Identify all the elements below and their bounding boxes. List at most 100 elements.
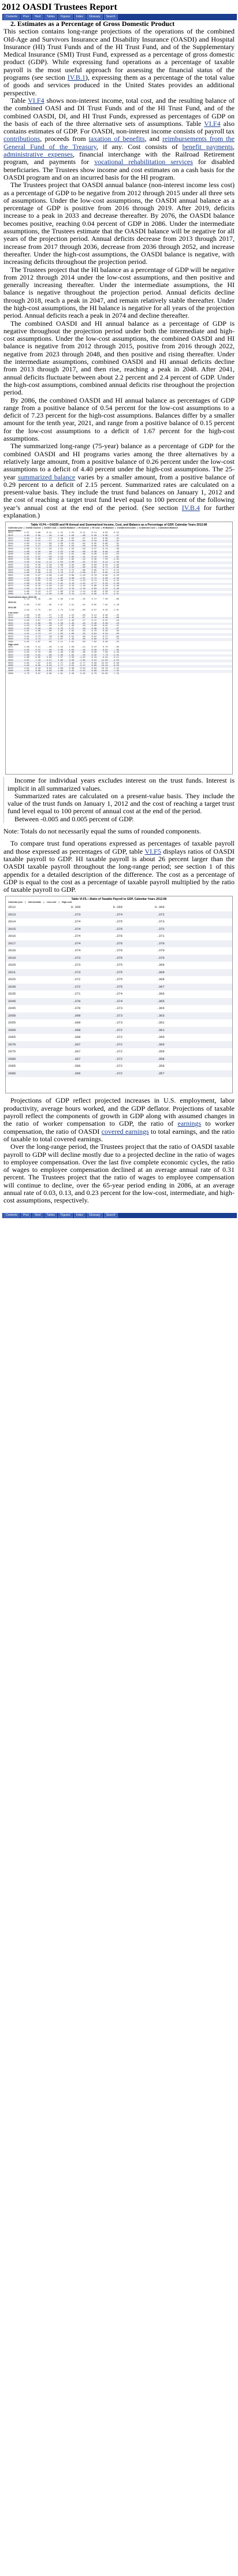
text-run: , proceeds from	[40, 135, 89, 143]
table-header-row: Calendar year | Intermediate | Low-cost …	[8, 901, 72, 904]
link-taxation-of-benefits[interactable]: taxation of benefits	[88, 135, 145, 143]
text-run: The summarized long-range (75-year) bala…	[3, 442, 235, 481]
table-row: 2070 .367 .372 .360	[6, 1041, 232, 1049]
table-row: 2016 4.85 5.14 -.29 1.50 1.52 -.02 6.35 …	[8, 542, 119, 545]
table-row: 2014 .374 .375 .373	[8, 920, 165, 924]
text-run: To compare trust fund operations express…	[3, 839, 235, 855]
nav-button-tables[interactable]: Tables	[44, 1213, 58, 1218]
link-iv-b-4[interactable]: IV.B.4	[181, 503, 200, 512]
table-row: 2021 .373 .375 .369	[6, 969, 232, 977]
table-row: 2035 .371 .374 .366	[8, 992, 165, 996]
table-row: 4.94 5.75 -.81 1.73 2.53 -.80 6.67 8.28 …	[8, 609, 119, 612]
table-row: 2015 .374 .376 .372	[6, 925, 232, 933]
table-row: 2030 .372 .375 .367	[6, 983, 232, 991]
nav-button-contents[interactable]: Contents	[3, 14, 20, 20]
table-row: 2070 4.81 8.43 -3.62 1.83 5.36 -3.53 6.6…	[8, 667, 119, 670]
nav-button-index[interactable]: Index	[73, 14, 85, 20]
table-row: 2086 .366 .372 .357	[6, 1070, 232, 1078]
link-table-vi-f5[interactable]: VI.F5	[144, 847, 161, 855]
footnote-2: Summarized rates are calculated on a pre…	[3, 792, 235, 816]
table-row: 2025 .372 .375 .368	[8, 977, 165, 982]
table-row: 2020 4.90 4.97 -.07 1.57 1.40 .17 6.47 6…	[8, 620, 119, 623]
table-caption: Table VI.F4.—OASDI and HI Annual and Sum…	[31, 523, 207, 527]
table-row: 2070 4.86 6.10 -1.24 1.91 3.13 -1.22 6.7…	[6, 582, 232, 586]
table-row: 2012 4.68 5.05 -.37 1.45 1.53 -.08 6.13 …	[8, 614, 119, 617]
report-page: 2012 OASDI Trustees Report Contents Prev N…	[0, 2, 238, 1218]
link-earnings[interactable]: earnings	[177, 1119, 202, 1128]
table-row: 2045 .370 .373 .364	[8, 1006, 165, 1011]
table-row: 2014 4.83 5.10 -.27 1.48 1.55 -.07 6.31 …	[8, 537, 119, 540]
link-table-vi-f4[interactable]: VI.F4	[28, 96, 44, 105]
footnote-1: Income for individual years excludes int…	[3, 777, 235, 792]
table-row: 2060 .368 .372 .361	[6, 1026, 232, 1034]
table-row: 2040 .370 .374 .365	[6, 997, 232, 1006]
table-row: 2017 4.85 5.17 -.32 1.50 1.53 -.03 6.35 …	[6, 545, 232, 549]
link-table-vi-f4-2[interactable]: VI.F4	[204, 119, 221, 128]
link-summarized-balance[interactable]: summarized balance	[17, 472, 76, 481]
nav-button-tables[interactable]: Tables	[44, 14, 58, 20]
section-heading-text: Estimates as a Percentage of Gross Domes…	[17, 20, 175, 28]
text-run: varies by a smaller amount, from a posit…	[3, 472, 235, 512]
table-row: 2015 4.88 5.01 -.13 1.52 1.45 .07 6.40 6…	[6, 617, 232, 620]
top-navbar: Contents Prev Next Tables Figures Index Glossa…	[2, 14, 237, 20]
table-row: 2013 .373 .374 .372	[6, 911, 232, 919]
table-row: 2040 4.90 6.16 -1.26 1.72 2.55 -.83 6.62…	[6, 567, 232, 569]
table-row: 2055 .369 .373 .362	[8, 1021, 165, 1025]
table-row: 2050 4.88 5.98 -1.10 1.79 2.87 -1.08 6.6…	[6, 572, 232, 575]
table-row: 2085 .366 .372 .358	[8, 1064, 165, 1069]
paragraph-3: The Trustees project that OASDI annual b…	[3, 181, 235, 266]
nav-button-prev[interactable]: Prev	[21, 14, 32, 20]
table-row: 2019 4.86 5.26 -.40 1.52 1.58 -.06 6.38 …	[6, 550, 232, 554]
table-row: 2050 4.85 7.67 -2.82 1.71 4.48 -2.77 6.5…	[8, 662, 119, 665]
nav-button-figures[interactable]: Figures	[58, 1213, 73, 1218]
nav-button-search[interactable]: Search	[103, 1213, 118, 1218]
text-run: ), expressing them as a percentage of th…	[3, 73, 235, 97]
table-row: 2015 4.82 5.27 -.45 1.46 1.64 -.18 6.28 …	[6, 649, 232, 652]
nav-button-next[interactable]: Next	[32, 14, 43, 20]
table-row: 2060 4.91 4.74 .17 1.93 1.60 .33 6.84 6.…	[6, 633, 232, 636]
text-run: ,	[233, 142, 235, 151]
link-vocational-rehabilitation[interactable]: vocational rehabilitation services	[94, 158, 193, 166]
table-section-heading: High-cost:	[8, 643, 19, 646]
text-run: , if any. Cost consists of	[96, 142, 183, 151]
text-run: , and	[144, 135, 163, 143]
link-covered-earnings[interactable]: covered earnings	[101, 1127, 149, 1136]
text-run: to worker compensation, the ratio of OAS…	[3, 1119, 235, 1136]
nav-button-glossary[interactable]: Glossary	[86, 1213, 103, 1218]
table-row: 2080 .367 .372 .358	[6, 1055, 232, 1063]
table-section-heading: Summarized rates: 2012-36	[8, 595, 36, 598]
table-row: 2080 4.80 8.60 -3.80 1.88 5.43 -3.55 6.6…	[6, 670, 232, 673]
table-row: 2086 4.86 6.24 -1.38 2.00 3.13 -1.13 6.8…	[6, 593, 232, 596]
text-run: to total earnings, and the ratio of taxa…	[3, 1127, 235, 1143]
table-section-heading: 2012-86	[8, 606, 16, 609]
nav-button-glossary[interactable]: Glossary	[86, 14, 103, 20]
table-row: 5.13 5.49 -.36 1.59 1.91 -.32 6.72 7.40 …	[8, 598, 119, 601]
link-benefit-payments[interactable]: benefit payments	[182, 142, 233, 151]
table-row: 2080 4.86 6.19 -1.33 1.97 3.13 -1.16 6.8…	[6, 587, 232, 591]
table-row: 2018 .374 .376 .370	[8, 948, 165, 953]
table-row: 2060 4.87 6.00 -1.13 1.85 3.06 -1.21 6.7…	[6, 577, 232, 580]
text-run: for further explanation.)	[3, 503, 235, 519]
nav-button-next[interactable]: Next	[32, 1213, 43, 1218]
bottom-navbar: Contents Prev Next Tables Figures Index Glossa…	[2, 1212, 237, 1218]
link-iv-b-1[interactable]: IV.B.1	[67, 73, 85, 82]
link-administrative-expenses[interactable]: administrative expenses	[3, 150, 73, 159]
table-header-row: Calendar year | OASDI Income | OASDI Cos…	[8, 527, 178, 530]
text-run: , financial interchange with the Railroa…	[3, 150, 235, 166]
table-row: 2017 .374 .376 .370	[6, 940, 232, 948]
link-contributions[interactable]: contributions	[3, 135, 40, 143]
nav-button-index[interactable]: Index	[73, 1213, 85, 1218]
paragraph-9: Projections of GDP reflect projected inc…	[3, 1097, 235, 1143]
section-number: 2.	[10, 20, 16, 28]
table-row: 2012 0.369 0.369 0.369	[8, 905, 165, 910]
link-general-fund[interactable]: reimbursements from the General Fund of …	[3, 135, 235, 151]
paragraph-10: Over the long-range period, the Trustees…	[3, 1142, 235, 1205]
table-body: 2012 0.369 0.369 0.369 2013 .373 .374 .37…	[6, 904, 232, 1078]
table-row: 4.98 5.63 -.65 1.67 2.31 -.64 6.65 7.94 …	[8, 604, 119, 606]
footnote-3: Between -0.005 and 0.005 percent of GDP.	[3, 815, 235, 824]
nav-button-search[interactable]: Search	[103, 14, 118, 20]
nav-button-contents[interactable]: Contents	[3, 1213, 20, 1218]
nav-button-figures[interactable]: Figures	[58, 14, 73, 20]
nav-button-prev[interactable]: Prev	[21, 1213, 32, 1218]
paragraph-2: Table VI.F4 shows non-interest income, t…	[3, 96, 235, 181]
